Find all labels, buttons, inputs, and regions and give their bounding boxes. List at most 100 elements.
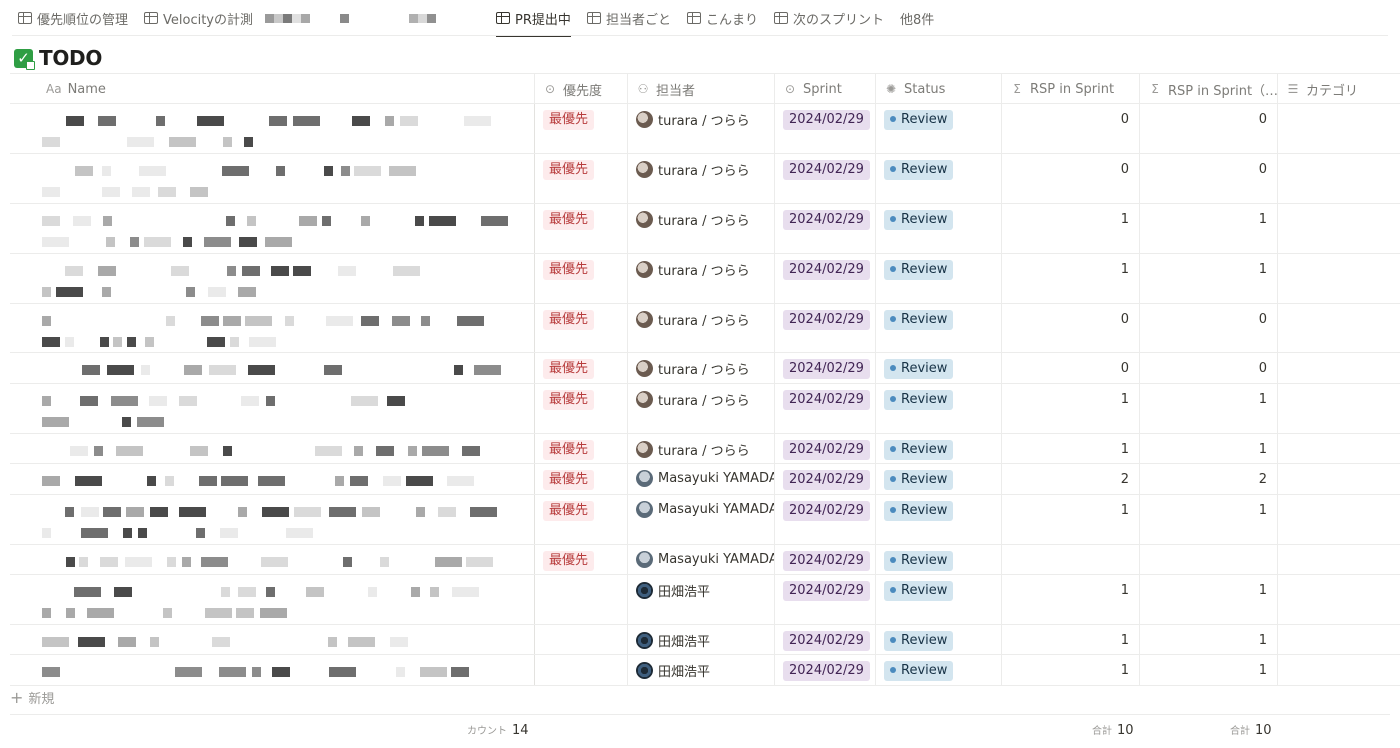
cell-sprint[interactable]: 2024/02/29 <box>775 655 876 685</box>
cell-sprint[interactable]: 2024/02/29 <box>775 495 876 544</box>
column-header-rsp-2[interactable]: Σ RSP in Sprint（… <box>1140 74 1278 104</box>
cell-assignee[interactable]: 田畑浩平 <box>628 575 775 624</box>
cell-name[interactable] <box>10 655 535 685</box>
cell-status[interactable]: Review <box>876 104 1002 153</box>
column-header-priority[interactable]: ⊙ 優先度 <box>535 74 628 104</box>
tab-by-assignee[interactable]: 担当者ごと <box>587 0 671 36</box>
cell-sprint[interactable]: 2024/02/29 <box>775 575 876 624</box>
cell-rsp2[interactable]: 2 <box>1140 464 1278 494</box>
cell-rsp2[interactable] <box>1140 545 1278 574</box>
column-header-name[interactable]: Aa Name <box>10 74 535 104</box>
cell-assignee[interactable]: turara / つらら <box>628 434 775 463</box>
cell-rsp2[interactable]: 1 <box>1140 575 1278 624</box>
more-tabs[interactable]: 他8件 <box>900 0 934 36</box>
table-row[interactable]: 最優先 turara / つらら 2024/02/29 Review 1 1 <box>10 434 1400 464</box>
cell-assignee[interactable]: 田畑浩平 <box>628 655 775 685</box>
cell-sprint[interactable]: 2024/02/29 <box>775 353 876 383</box>
table-row[interactable]: 最優先 turara / つらら 2024/02/29 Review 0 0 <box>10 353 1400 384</box>
cell-rsp2[interactable]: 1 <box>1140 384 1278 433</box>
cell-name[interactable] <box>10 104 535 153</box>
cell-rsp2[interactable]: 0 <box>1140 154 1278 203</box>
cell-status[interactable]: Review <box>876 495 1002 544</box>
cell-assignee[interactable]: turara / つらら <box>628 104 775 153</box>
cell-rsp[interactable]: 1 <box>1002 254 1140 303</box>
table-row[interactable]: 最優先 turara / つらら 2024/02/29 Review 1 1 <box>10 254 1400 304</box>
tab-konmari[interactable]: こんまり <box>687 0 758 36</box>
cell-sprint[interactable]: 2024/02/29 <box>775 464 876 494</box>
cell-rsp2[interactable]: 0 <box>1140 304 1278 352</box>
cell-name[interactable] <box>10 464 535 494</box>
cell-name[interactable] <box>10 434 535 463</box>
cell-status[interactable]: Review <box>876 304 1002 352</box>
cell-priority[interactable] <box>535 575 628 624</box>
cell-assignee[interactable]: turara / つらら <box>628 353 775 383</box>
table-row[interactable]: 田畑浩平 2024/02/29 Review 1 1 <box>10 625 1400 655</box>
cell-status[interactable]: Review <box>876 575 1002 624</box>
cell-assignee[interactable]: Masayuki YAMADA <box>628 495 775 544</box>
cell-status[interactable]: Review <box>876 545 1002 574</box>
cell-name[interactable] <box>10 495 535 544</box>
column-header-rsp[interactable]: Σ RSP in Sprint <box>1002 74 1140 104</box>
database-title[interactable]: ✓ TODO <box>14 46 102 70</box>
cell-rsp[interactable]: 0 <box>1002 304 1140 352</box>
table-row[interactable]: 最優先 turara / つらら 2024/02/29 Review 1 1 <box>10 204 1400 254</box>
cell-priority[interactable]: 最優先 <box>535 104 628 153</box>
cell-sprint[interactable]: 2024/02/29 <box>775 304 876 352</box>
cell-sprint[interactable]: 2024/02/29 <box>775 154 876 203</box>
cell-assignee[interactable]: turara / つらら <box>628 384 775 433</box>
cell-rsp2[interactable]: 0 <box>1140 104 1278 153</box>
sum-rsp2-calculation[interactable]: 合計 10 <box>1230 722 1272 738</box>
column-header-sprint[interactable]: ⊙ Sprint <box>775 74 876 104</box>
tab-next-sprint[interactable]: 次のスプリント <box>774 0 884 36</box>
cell-sprint[interactable]: 2024/02/29 <box>775 104 876 153</box>
cell-status[interactable]: Review <box>876 254 1002 303</box>
cell-assignee[interactable]: Masayuki YAMADA <box>628 464 775 494</box>
cell-rsp[interactable]: 0 <box>1002 104 1140 153</box>
cell-sprint[interactable]: 2024/02/29 <box>775 545 876 574</box>
cell-status[interactable]: Review <box>876 655 1002 685</box>
cell-category[interactable] <box>1278 104 1400 153</box>
cell-rsp2[interactable]: 1 <box>1140 204 1278 253</box>
cell-name[interactable] <box>10 204 535 253</box>
column-header-category[interactable]: ☰ カテゴリ <box>1278 74 1400 104</box>
table-row[interactable]: 最優先 turara / つらら 2024/02/29 Review 0 0 <box>10 304 1400 353</box>
count-calculation[interactable]: カウント 14 <box>467 722 529 738</box>
tab-velocity[interactable]: Velocityの計測 <box>144 0 253 36</box>
cell-status[interactable]: Review <box>876 154 1002 203</box>
cell-category[interactable] <box>1278 353 1400 383</box>
cell-priority[interactable] <box>535 655 628 685</box>
add-new-row-button[interactable]: + 新規 <box>10 688 54 707</box>
cell-sprint[interactable]: 2024/02/29 <box>775 384 876 433</box>
cell-rsp[interactable]: 1 <box>1002 204 1140 253</box>
cell-assignee[interactable]: 田畑浩平 <box>628 625 775 654</box>
cell-rsp[interactable]: 1 <box>1002 575 1140 624</box>
cell-name[interactable] <box>10 545 535 574</box>
cell-rsp2[interactable]: 1 <box>1140 495 1278 544</box>
cell-category[interactable] <box>1278 464 1400 494</box>
cell-rsp[interactable]: 0 <box>1002 353 1140 383</box>
cell-category[interactable] <box>1278 384 1400 433</box>
cell-priority[interactable]: 最優先 <box>535 495 628 544</box>
table-row[interactable]: 最優先 turara / つらら 2024/02/29 Review 0 0 <box>10 154 1400 204</box>
cell-rsp2[interactable]: 1 <box>1140 434 1278 463</box>
cell-category[interactable] <box>1278 495 1400 544</box>
cell-rsp2[interactable]: 1 <box>1140 254 1278 303</box>
cell-name[interactable] <box>10 154 535 203</box>
cell-priority[interactable]: 最優先 <box>535 545 628 574</box>
cell-priority[interactable] <box>535 625 628 654</box>
cell-priority[interactable]: 最優先 <box>535 384 628 433</box>
cell-category[interactable] <box>1278 655 1400 685</box>
cell-status[interactable]: Review <box>876 434 1002 463</box>
cell-category[interactable] <box>1278 434 1400 463</box>
cell-priority[interactable]: 最優先 <box>535 464 628 494</box>
cell-sprint[interactable]: 2024/02/29 <box>775 625 876 654</box>
cell-name[interactable] <box>10 254 535 303</box>
cell-assignee[interactable]: turara / つらら <box>628 304 775 352</box>
cell-name[interactable] <box>10 304 535 352</box>
table-row[interactable]: 最優先 Masayuki YAMADA 2024/02/29 Review 2 2 <box>10 464 1400 495</box>
cell-status[interactable]: Review <box>876 204 1002 253</box>
cell-rsp[interactable]: 1 <box>1002 434 1140 463</box>
cell-category[interactable] <box>1278 545 1400 574</box>
cell-assignee[interactable]: turara / つらら <box>628 204 775 253</box>
cell-status[interactable]: Review <box>876 353 1002 383</box>
